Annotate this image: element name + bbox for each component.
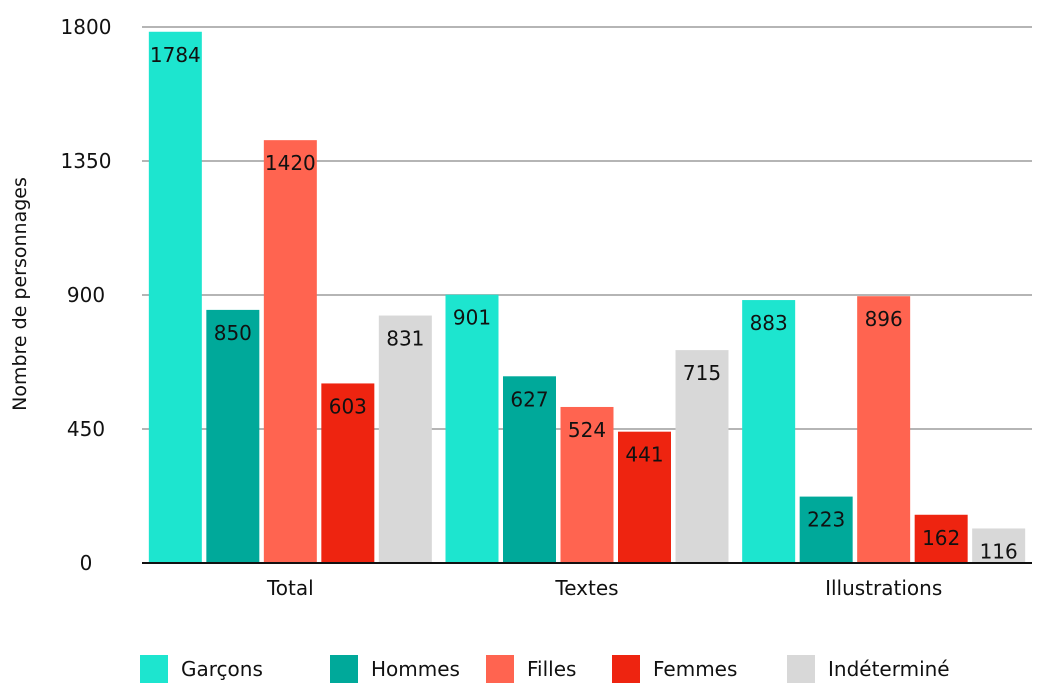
data-label: 223 [807,508,845,532]
data-label: 1784 [150,43,201,67]
legend-swatch [330,655,358,683]
legend-label: Indéterminé [828,657,950,681]
bar [675,350,729,563]
legend-swatch [787,655,815,683]
data-label: 116 [980,539,1018,563]
legend-label: Hommes [371,657,460,681]
y-tick-label: 0 [80,551,93,575]
legend-swatch [612,655,640,683]
data-label: 162 [922,526,960,550]
data-label: 901 [453,306,491,330]
data-label: 524 [568,418,606,442]
bar [972,528,1026,563]
data-label: 1420 [265,151,316,175]
x-tick-labels: Total Textes Illustrations [266,576,942,600]
legend-item: Femmes [612,655,737,683]
bar [445,294,499,563]
y-tick-label: 900 [67,283,105,307]
data-label: 883 [750,311,788,335]
y-tick-label: 1800 [61,15,112,39]
bar [799,496,853,563]
data-label: 850 [214,321,252,345]
data-label: 627 [510,387,548,411]
legend-item: Hommes [330,655,460,683]
legend-swatch [140,655,168,683]
bar [206,309,260,563]
y-axis-label: Nombre de personnages [9,177,31,411]
x-tick-label: Textes [554,576,618,600]
legend-item: Filles [486,655,576,683]
bar [742,300,796,563]
bars [148,31,1026,563]
legend-label: Garçons [181,657,263,681]
legend-swatch [486,655,514,683]
legend-label: Filles [527,657,576,681]
data-label: 896 [865,307,903,331]
y-tick-label: 450 [67,417,105,441]
bar [378,315,432,563]
bar [560,406,614,563]
bar [618,431,671,563]
value-labels: 1784 850 1420 603 831 901 627 524 441 715 883 223 89… [150,43,1018,564]
x-tick-label: Total [266,576,314,600]
data-label: 603 [329,394,367,418]
data-label: 831 [386,327,424,351]
y-tick-labels: 0 450 900 1350 1800 [61,15,112,575]
bar [503,376,556,563]
legend-item: Indéterminé [787,655,950,683]
x-tick-label: Illustrations [825,576,942,600]
y-tick-label: 1350 [61,149,112,173]
bar [857,296,911,563]
legend-item: Garçons [140,655,263,683]
data-label: 441 [625,443,663,467]
legend: Garçons Hommes Filles Femmes Indéterminé [140,655,950,683]
bar [263,140,317,563]
bar [321,383,375,563]
bar [148,31,202,563]
bar [914,514,968,563]
legend-label: Femmes [653,657,737,681]
data-label: 715 [683,361,721,385]
